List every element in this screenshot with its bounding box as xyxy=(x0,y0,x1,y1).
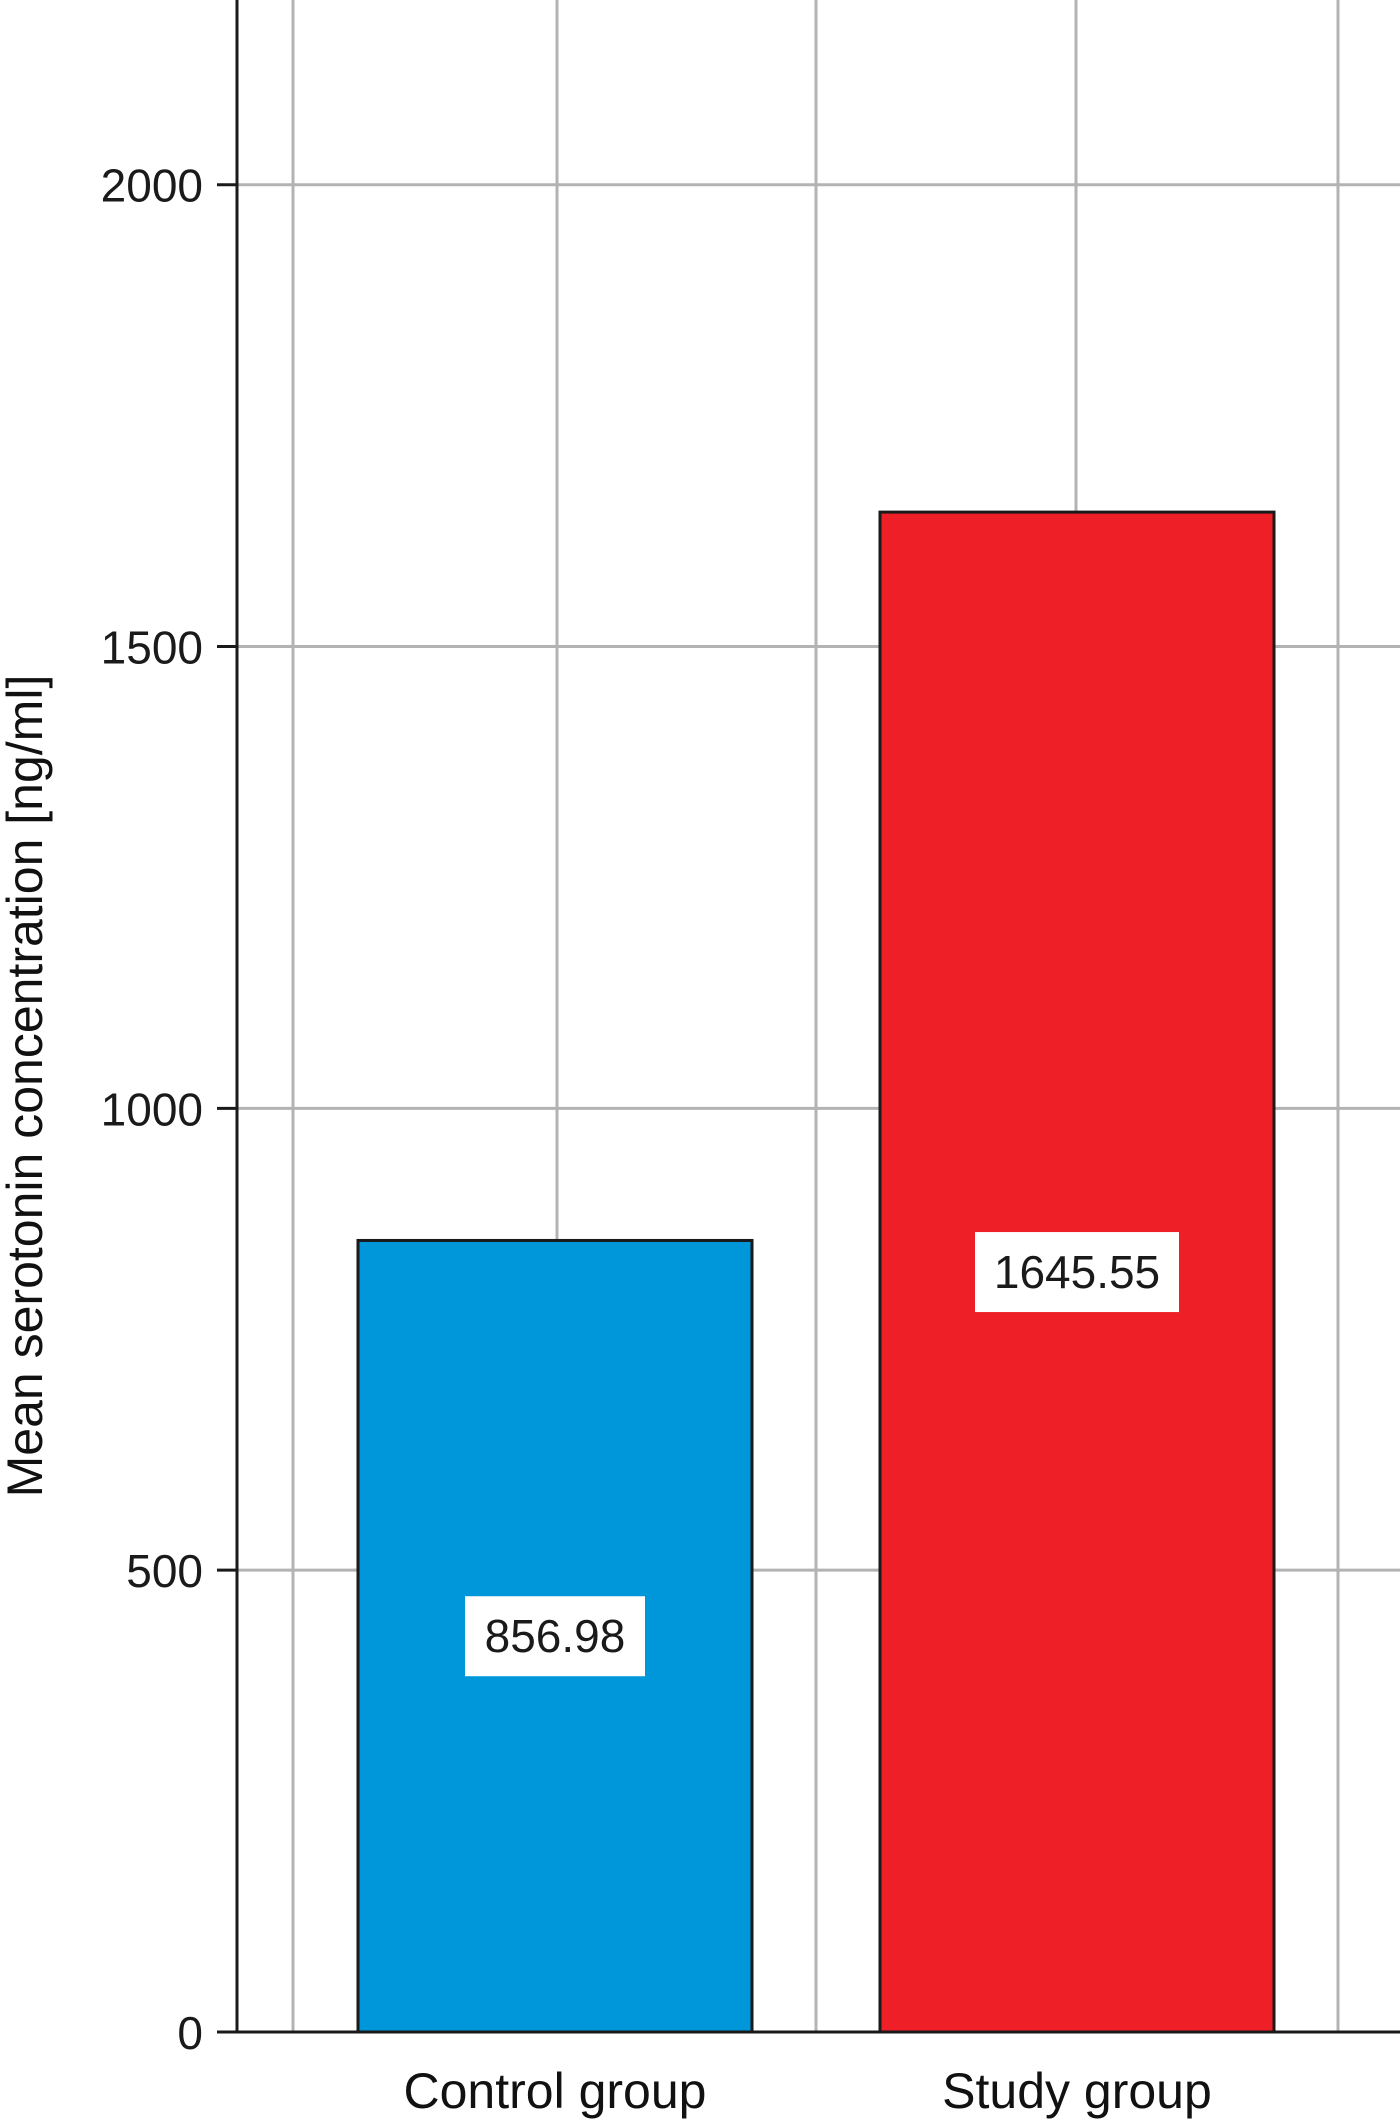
x-category-label: Control group xyxy=(404,2063,707,2119)
y-tick-label: 1500 xyxy=(101,622,203,674)
y-tick-label: 1000 xyxy=(101,1083,203,1135)
y-tick-label: 2000 xyxy=(101,160,203,212)
y-tick-label: 0 xyxy=(177,2007,203,2059)
data-label-text: 1645.55 xyxy=(994,1246,1160,1298)
data-label-box xyxy=(975,1232,1179,1313)
data-label-text: 856.98 xyxy=(485,1610,626,1662)
data-label: 856.98 xyxy=(465,1596,645,1677)
x-category-label: Study group xyxy=(942,2063,1212,2119)
data-label: 1645.55 xyxy=(975,1232,1179,1313)
axes xyxy=(217,0,1400,2034)
labels: Mean serotonin concentration [ng/ml] 856… xyxy=(0,160,1212,2119)
y-tick-label: 500 xyxy=(126,1545,203,1597)
y-axis-title: Mean serotonin concentration [ng/ml] xyxy=(0,675,53,1498)
data-label-box xyxy=(465,1596,645,1677)
